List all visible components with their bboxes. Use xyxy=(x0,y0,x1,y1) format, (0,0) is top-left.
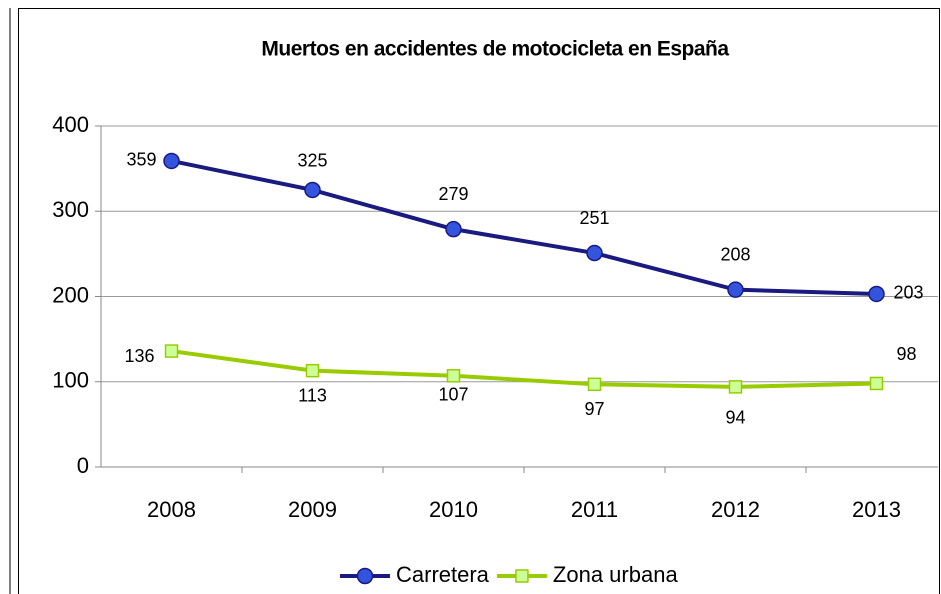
y-tick-label: 0 xyxy=(77,453,89,478)
marker xyxy=(164,344,179,358)
x-tick-label: 2012 xyxy=(711,497,760,522)
y-tick-label: 400 xyxy=(52,112,89,137)
data-label: 107 xyxy=(438,385,468,405)
data-label: 97 xyxy=(584,399,604,419)
marker xyxy=(304,181,321,199)
x-tick-label: 2013 xyxy=(852,497,901,522)
x-tick-label: 2010 xyxy=(429,497,478,522)
marker xyxy=(445,220,462,238)
x-tick-label: 2008 xyxy=(147,497,196,522)
marker xyxy=(868,285,885,303)
data-label: 94 xyxy=(725,408,745,428)
data-label: 359 xyxy=(126,150,156,170)
legend-label: Carretera xyxy=(396,562,490,587)
marker xyxy=(728,380,743,394)
data-label: 325 xyxy=(297,151,327,171)
marker xyxy=(515,569,529,583)
data-label: 203 xyxy=(893,283,923,303)
legend-label: Zona urbana xyxy=(553,562,679,587)
y-tick-label: 200 xyxy=(52,282,89,307)
data-label: 279 xyxy=(438,184,468,204)
data-label: 113 xyxy=(298,385,327,405)
y-tick-label: 100 xyxy=(52,368,89,393)
data-label: 98 xyxy=(896,344,916,364)
y-tick-label: 300 xyxy=(52,197,89,222)
marker xyxy=(587,377,602,392)
data-label: 208 xyxy=(720,244,750,264)
data-label: 251 xyxy=(579,208,609,228)
marker xyxy=(163,152,180,170)
x-tick-label: 2011 xyxy=(571,497,618,522)
chart-border xyxy=(18,8,940,594)
data-label: 136 xyxy=(124,346,154,366)
marker xyxy=(869,376,884,391)
marker xyxy=(356,567,374,585)
marker xyxy=(586,244,603,262)
series-line xyxy=(171,349,877,389)
marker xyxy=(446,369,461,383)
marker xyxy=(727,281,744,298)
series-line xyxy=(171,158,877,296)
x-tick-label: 2009 xyxy=(288,497,337,522)
marker xyxy=(305,363,320,378)
chart-title: Muertos en accidentes de motocicleta en … xyxy=(261,38,729,61)
